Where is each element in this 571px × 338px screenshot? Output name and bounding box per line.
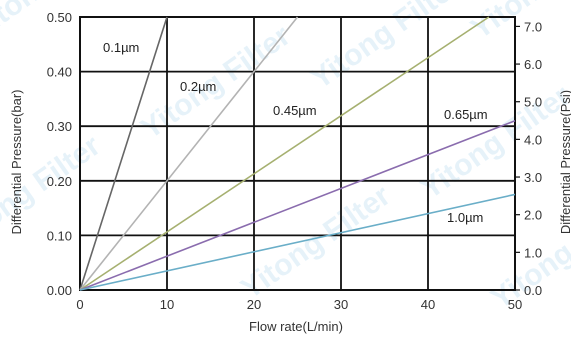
y-right-tick-label: 1.0 [524, 245, 542, 260]
series-layer [79, 16, 516, 291]
series-line [79, 16, 490, 291]
y-left-tick-label: 0.50 [47, 10, 72, 25]
y-left-tick-label: 0.00 [47, 283, 72, 298]
series-label: 1.0µm [447, 210, 483, 225]
y-right-tick-label: 5.0 [524, 95, 542, 110]
y-left-tick-label: 0.10 [47, 228, 72, 243]
y-right-tick-label: 4.0 [524, 132, 542, 147]
x-tick-label: 50 [508, 297, 522, 312]
series-label: 0.65µm [444, 107, 488, 122]
y-left-tick-label: 0.30 [47, 119, 72, 134]
x-tick-label: 40 [421, 297, 435, 312]
x-tick-label: 10 [160, 297, 174, 312]
y-axis-right-title: Differential Pressure(Psi) [558, 90, 571, 234]
series-label: 0.2µm [180, 79, 216, 94]
series-line [79, 16, 168, 291]
x-tick-label: 20 [247, 297, 261, 312]
x-axis-title: Flow rate(L/min) [249, 319, 343, 334]
y-right-tick-label: 0.0 [524, 283, 542, 298]
y-left-tick-label: 0.20 [47, 174, 72, 189]
series-line [79, 119, 516, 291]
x-tick-label: 30 [334, 297, 348, 312]
y-right-tick-label: 2.0 [524, 208, 542, 223]
watermark-text: Yitong Filter [415, 79, 571, 206]
y-axis-left-title: Differential Pressure(bar) [9, 90, 24, 235]
y-right-tick-label: 7.0 [524, 19, 542, 34]
series-labels: 0.1µm 0.2µm 0.45µm 0.65µm 1.0µm [103, 40, 488, 225]
x-tick-label: 0 [76, 297, 83, 312]
y-right-tick-label: 6.0 [524, 57, 542, 72]
series-label: 0.45µm [273, 103, 317, 118]
grid [79, 16, 520, 291]
series-label: 0.1µm [103, 40, 139, 55]
y-left-tick-label: 0.40 [47, 65, 72, 80]
tick-labels: 0 10 20 30 40 50 0.00 0.10 0.20 0.30 0.40 0.50 0.0 1.… [47, 10, 542, 312]
series-line [79, 193, 516, 291]
series-line [79, 16, 299, 291]
y-right-tick-label: 3.0 [524, 170, 542, 185]
